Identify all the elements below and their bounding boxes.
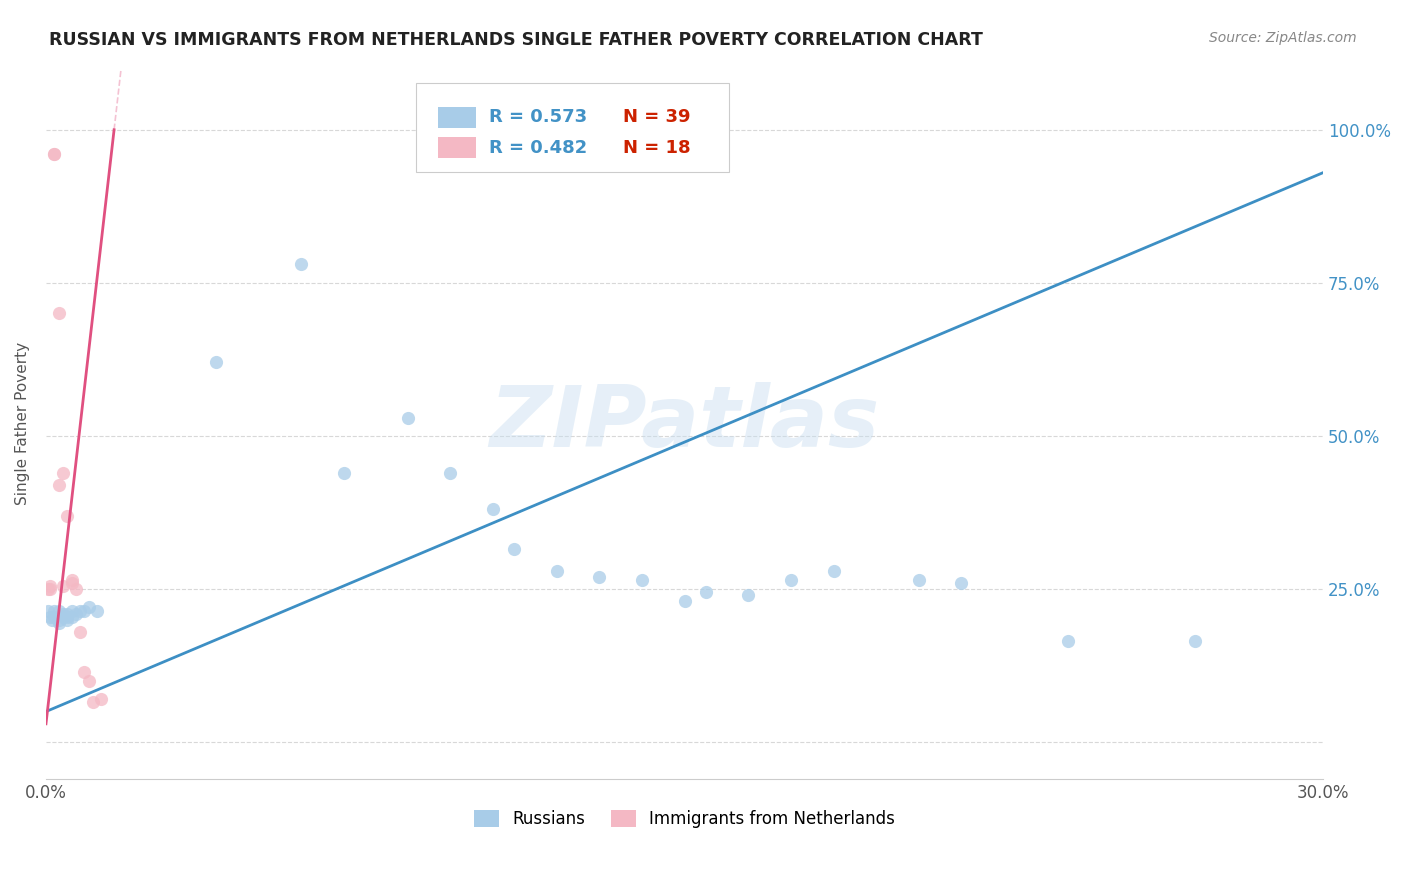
Point [546,564,568,578]
Point [77,673,100,688]
Point [44,603,66,617]
Point [37,582,59,596]
Point [48,478,70,492]
Point [65,582,87,596]
Point [65,607,87,621]
Point [41,613,63,627]
Point [780,573,803,587]
Point [39,579,62,593]
Point [950,576,973,591]
Point [205,355,228,369]
Y-axis label: Single Father Poverty: Single Father Poverty [15,343,30,505]
Point [44,147,66,161]
Point [48,603,70,617]
Point [1056,634,1078,648]
Point [52,607,75,621]
Point [823,564,845,578]
Point [1184,634,1206,648]
Point [56,607,79,621]
Text: ZIPatlas: ZIPatlas [489,382,880,466]
Text: R = 0.573: R = 0.573 [489,108,588,127]
Point [48,615,70,630]
Point [48,306,70,320]
Point [48,613,70,627]
Point [39,582,62,596]
Point [631,573,654,587]
Point [673,594,696,608]
FancyBboxPatch shape [439,136,477,158]
Point [482,502,505,516]
Point [90,692,112,706]
Point [82,695,104,709]
Point [907,573,929,587]
Text: R = 0.482: R = 0.482 [489,138,588,157]
Point [86,603,108,617]
Point [52,466,75,480]
Point [60,609,83,624]
Point [60,603,83,617]
Point [290,258,312,272]
Point [73,665,96,679]
Point [439,466,461,480]
Point [73,603,96,617]
Legend: Russians, Immigrants from Netherlands: Russians, Immigrants from Netherlands [468,803,901,835]
Point [69,624,91,639]
Point [37,603,59,617]
Point [695,585,717,599]
Point [60,576,83,591]
Point [52,609,75,624]
FancyBboxPatch shape [416,83,730,171]
Text: N = 39: N = 39 [623,108,690,127]
Text: RUSSIAN VS IMMIGRANTS FROM NETHERLANDS SINGLE FATHER POVERTY CORRELATION CHART: RUSSIAN VS IMMIGRANTS FROM NETHERLANDS S… [49,31,983,49]
Point [737,588,759,602]
Point [39,609,62,624]
Point [396,410,419,425]
Point [56,609,79,624]
Text: Source: ZipAtlas.com: Source: ZipAtlas.com [1209,31,1357,45]
Point [56,508,79,523]
Point [52,579,75,593]
Point [77,600,100,615]
Point [60,573,83,587]
Point [333,466,356,480]
FancyBboxPatch shape [439,107,477,128]
Text: N = 18: N = 18 [623,138,690,157]
Point [44,609,66,624]
Point [44,147,66,161]
Point [69,603,91,617]
Point [56,613,79,627]
Point [503,542,526,557]
Point [588,570,610,584]
